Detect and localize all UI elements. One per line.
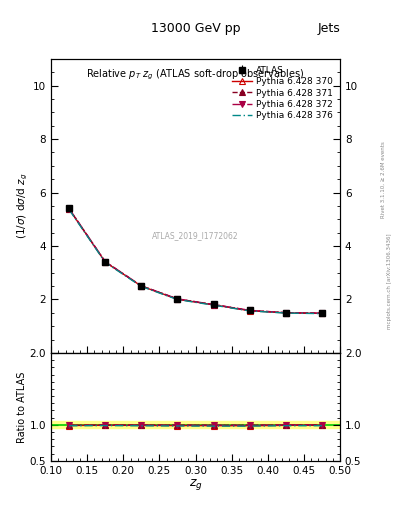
Pythia 6.428 372 <box>283 310 288 316</box>
Pythia 6.428 372 <box>67 205 72 211</box>
Pythia 6.428 370 <box>67 206 72 212</box>
Pythia 6.428 372 <box>175 296 180 302</box>
Pythia 6.428 371 <box>103 259 108 265</box>
Pythia 6.428 376 <box>67 207 72 213</box>
Pythia 6.428 376 <box>320 311 324 317</box>
Pythia 6.428 376 <box>139 284 144 290</box>
Pythia 6.428 372 <box>103 259 108 265</box>
X-axis label: $z_g$: $z_g$ <box>189 477 202 492</box>
Pythia 6.428 370 <box>175 296 180 302</box>
Pythia 6.428 371 <box>320 310 324 316</box>
Pythia 6.428 372 <box>247 307 252 313</box>
Pythia 6.428 370 <box>103 259 108 265</box>
Text: ATLAS_2019_I1772062: ATLAS_2019_I1772062 <box>152 231 239 240</box>
Pythia 6.428 376 <box>103 260 108 266</box>
Line: Pythia 6.428 370: Pythia 6.428 370 <box>66 206 325 316</box>
Text: Jets: Jets <box>317 23 340 35</box>
Pythia 6.428 376 <box>283 310 288 316</box>
Y-axis label: Ratio to ATLAS: Ratio to ATLAS <box>17 371 27 442</box>
Pythia 6.428 376 <box>211 302 216 308</box>
Pythia 6.428 371 <box>283 310 288 316</box>
Text: Rivet 3.1.10, ≥ 2.6M events: Rivet 3.1.10, ≥ 2.6M events <box>381 141 386 218</box>
Line: Pythia 6.428 371: Pythia 6.428 371 <box>66 206 325 316</box>
Pythia 6.428 376 <box>175 296 180 303</box>
Pythia 6.428 372 <box>320 310 324 316</box>
Pythia 6.428 371 <box>175 296 180 302</box>
Pythia 6.428 370 <box>283 310 288 316</box>
Pythia 6.428 370 <box>247 308 252 314</box>
Y-axis label: (1/$\sigma$) d$\sigma$/d $z_g$: (1/$\sigma$) d$\sigma$/d $z_g$ <box>16 173 30 239</box>
Pythia 6.428 370 <box>139 283 144 289</box>
Pythia 6.428 371 <box>247 307 252 313</box>
Pythia 6.428 372 <box>139 283 144 289</box>
Text: mcplots.cern.ch [arXiv:1306.3436]: mcplots.cern.ch [arXiv:1306.3436] <box>387 234 391 329</box>
Text: 13000 GeV pp: 13000 GeV pp <box>151 23 240 35</box>
Pythia 6.428 372 <box>211 302 216 308</box>
Pythia 6.428 371 <box>139 283 144 289</box>
Pythia 6.428 370 <box>320 310 324 316</box>
Pythia 6.428 371 <box>67 206 72 212</box>
Bar <box>51 421 340 429</box>
Line: Pythia 6.428 376: Pythia 6.428 376 <box>69 210 322 314</box>
Legend: ATLAS, Pythia 6.428 370, Pythia 6.428 371, Pythia 6.428 372, Pythia 6.428 376: ATLAS, Pythia 6.428 370, Pythia 6.428 37… <box>230 63 336 123</box>
Pythia 6.428 370 <box>211 302 216 308</box>
Text: Relative $p_T$ $z_g$ (ATLAS soft-drop observables): Relative $p_T$ $z_g$ (ATLAS soft-drop ob… <box>86 68 305 82</box>
Pythia 6.428 376 <box>247 308 252 314</box>
Line: Pythia 6.428 372: Pythia 6.428 372 <box>66 206 325 316</box>
Pythia 6.428 371 <box>211 302 216 308</box>
